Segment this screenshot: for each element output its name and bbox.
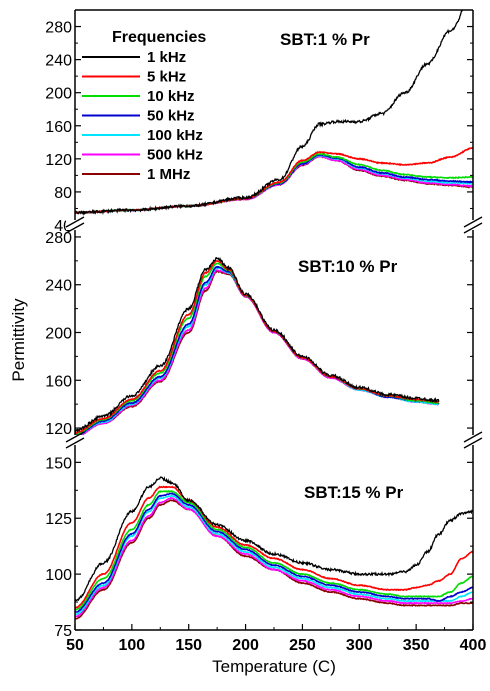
panel-title: SBT:1 % Pr (280, 30, 370, 49)
axis-break-mark (65, 431, 85, 443)
x-tick-label: 100 (119, 637, 146, 654)
axis-break-mark (463, 216, 483, 228)
y-tick-label: 240 (45, 53, 72, 70)
series-line-100-khz (75, 494, 473, 616)
series-line-500-khz (75, 496, 473, 618)
series-line-500-khz (75, 269, 440, 438)
series-line-1-khz (75, 476, 473, 602)
series-line-1-khz (75, 256, 440, 434)
y-tick-label: 125 (45, 511, 72, 528)
axis-break-gap (66, 435, 84, 445)
y-axis-label: Permittivity (9, 298, 28, 382)
legend-label: 1 MHz (147, 166, 190, 183)
axis-break-mark (65, 437, 85, 449)
y-tick-label: 120 (45, 421, 72, 438)
x-tick-label: 150 (175, 637, 202, 654)
y-tick-label: 150 (45, 455, 72, 472)
axis-break-mark (463, 437, 483, 449)
legend-label: 5 kHz (147, 69, 186, 86)
panel-2: 120 160 200 240 280 SBT:10 % Pr (45, 216, 483, 440)
series-line-1-mhz (75, 270, 440, 438)
axis-break-mark (65, 222, 85, 234)
x-tick-label: 400 (460, 637, 487, 654)
series-line-10-khz (75, 262, 440, 435)
panel-curves (75, 10, 473, 216)
x-tick-label: 250 (289, 637, 316, 654)
axis-break-mark (463, 431, 483, 443)
legend-label: 10 kHz (147, 88, 195, 105)
y-tick-label: 75 (54, 623, 72, 640)
y-tick-label: 280 (45, 20, 72, 37)
y-tick-label: 240 (45, 278, 72, 295)
axis-break-mark (463, 222, 483, 234)
panel-curves (75, 476, 473, 620)
y-tick-label: 80 (54, 185, 72, 202)
legend: Frequencies 1 kHz 5 kHz 10 kHz 50 kHz 100 kHz… (82, 29, 206, 183)
axis-break-gap (464, 435, 482, 445)
x-tick-label: 300 (346, 637, 373, 654)
legend-label: 1 kHz (147, 49, 186, 66)
series-line-100-khz (75, 267, 440, 437)
legend-label: 100 kHz (147, 127, 203, 144)
panel-3: 75 100 125 150 SBT:15 % Pr (45, 431, 483, 640)
legend-label: 500 kHz (147, 147, 203, 164)
y-tick-label: 120 (45, 152, 72, 169)
legend-label: 50 kHz (147, 108, 195, 125)
x-tick-label: 50 (66, 637, 84, 654)
series-line-10-khz (75, 489, 473, 611)
y-tick-label: 200 (45, 86, 72, 103)
axis-break-mark (65, 216, 85, 228)
x-axis: 50 100 150 200 250 300 350 400 (66, 624, 486, 654)
series-line-5-khz (75, 485, 473, 609)
x-tick-label: 350 (403, 637, 430, 654)
axis-break-gap (464, 220, 482, 230)
series-line-1-khz (75, 10, 464, 216)
panel-title: SBT:15 % Pr (304, 483, 404, 502)
y-tick-label: 100 (45, 567, 72, 584)
y-tick-label: 160 (45, 373, 72, 390)
panel-title: SBT:10 % Pr (298, 257, 398, 276)
axis-break-gap (66, 220, 84, 230)
y-tick-label: 200 (45, 326, 72, 343)
series-line-50-khz (75, 265, 440, 437)
x-tick-label: 200 (232, 637, 259, 654)
legend-title: Frequencies (112, 29, 206, 46)
x-axis-label: Temperature (C) (212, 657, 336, 676)
y-tick-label: 160 (45, 119, 72, 136)
y-tick-label: 280 (45, 230, 72, 247)
panel-curves (75, 256, 440, 438)
series-line-50-khz (75, 492, 473, 613)
